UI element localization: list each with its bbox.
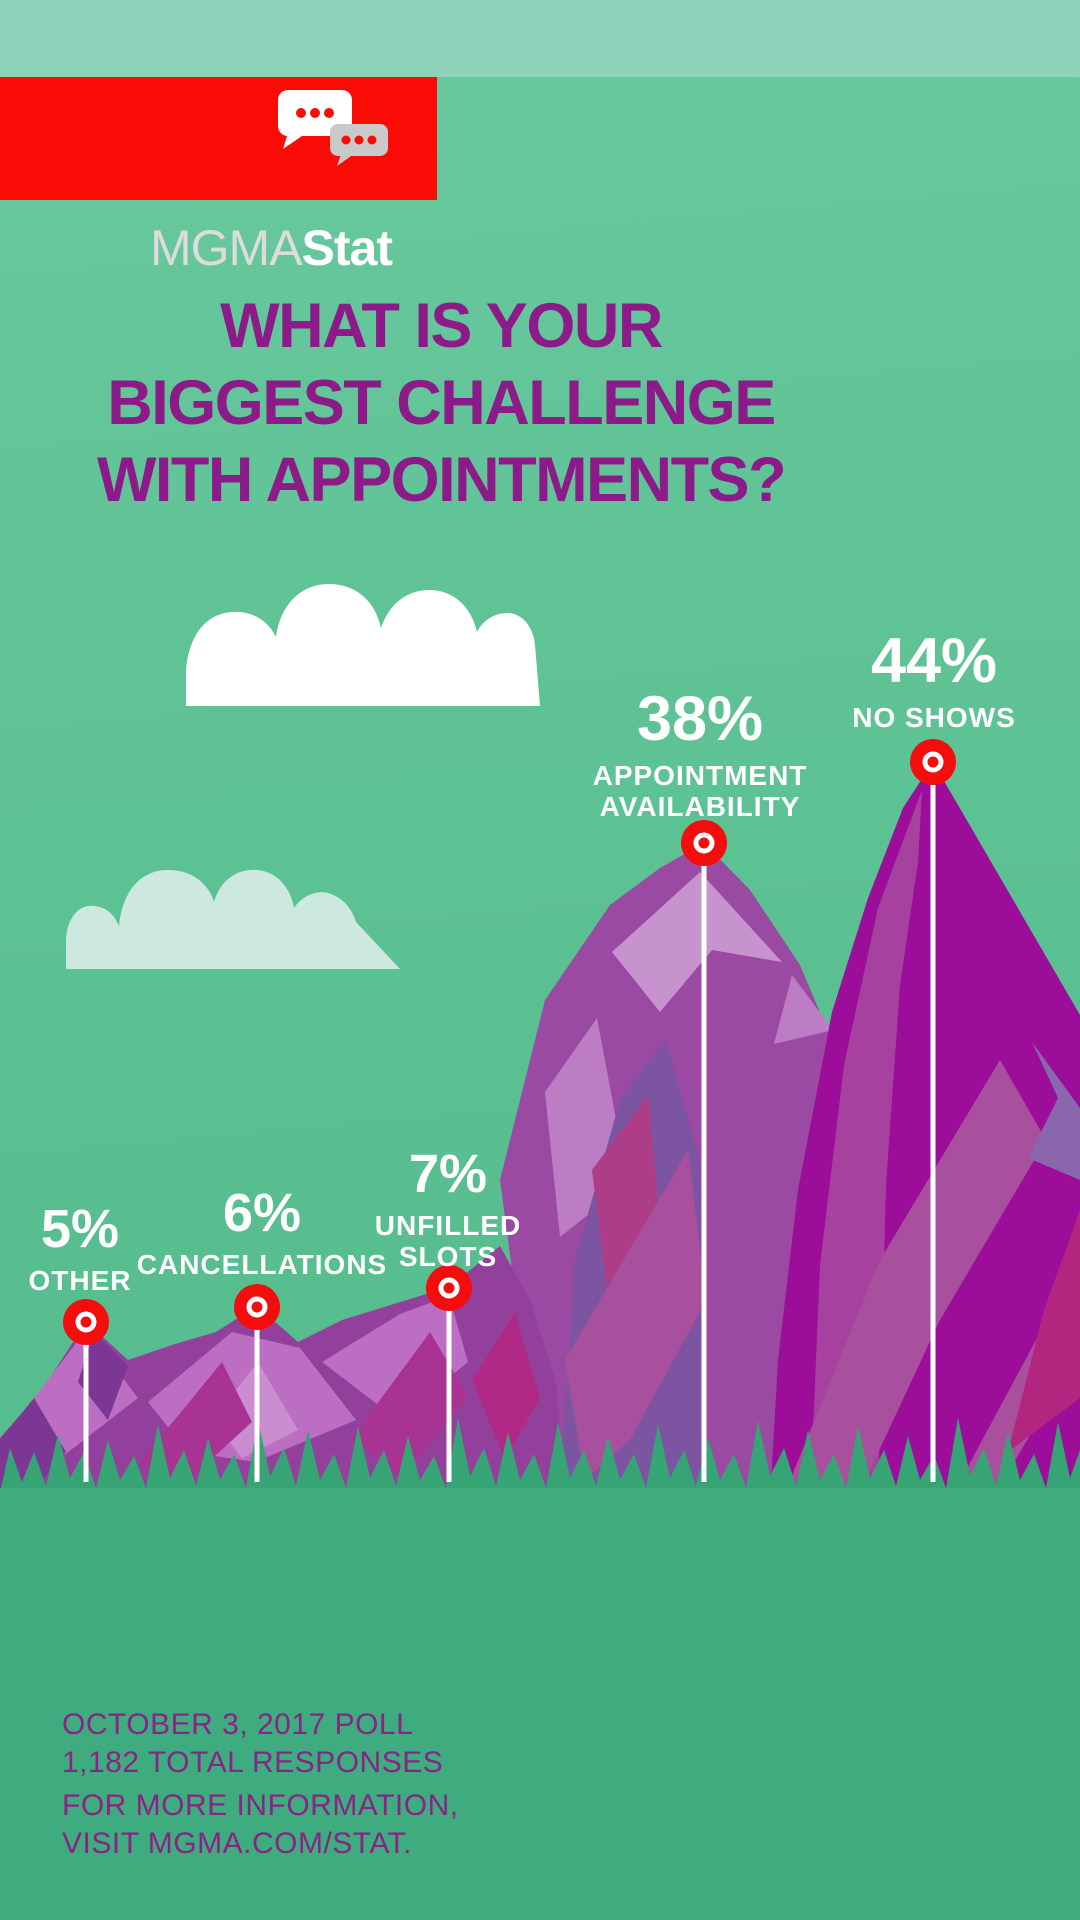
logo-mgma-stat: MGMAStat xyxy=(150,220,393,276)
map-pins xyxy=(63,739,956,1345)
poll-date: OCTOBER 3, 2017 POLL xyxy=(62,1708,414,1741)
datapoint-other: 5% OTHER xyxy=(29,1202,132,1296)
label-unfilled-slots: UNFILLED SLOTS xyxy=(374,1210,522,1272)
title-line-2: BIGGEST CHALLENGE xyxy=(107,368,776,438)
title-line-1: WHAT IS YOUR xyxy=(220,291,663,361)
value-no-shows: 44% xyxy=(870,626,998,696)
speech-bubble-small-icon xyxy=(330,124,388,166)
datapoint-no-shows: 44% NO SHOWS xyxy=(852,626,1016,734)
datapoint-unfilled-slots: 7% UNFILLED SLOTS xyxy=(375,1147,521,1272)
footer: OCTOBER 3, 2017 POLL 1,182 TOTAL RESPONS… xyxy=(62,1706,459,1863)
pin-stems xyxy=(83,762,936,1482)
grass-spikes xyxy=(0,1418,1080,1500)
pin-icon-44 xyxy=(910,739,956,785)
datapoint-cancellations: 6% CANCELLATIONS xyxy=(137,1186,387,1280)
page-title: WHAT IS YOUR BIGGEST CHALLENGE WITH APPO… xyxy=(0,288,891,519)
visit-url-line: VISIT MGMA.COM/STAT. xyxy=(62,1827,413,1860)
label-no-shows: NO SHOWS xyxy=(852,702,1016,733)
logo-mgma-text: MGMA xyxy=(150,220,303,276)
label-cancellations: CANCELLATIONS xyxy=(136,1249,388,1280)
mountain-saddle xyxy=(560,1040,706,1500)
value-unfilled-slots: 7% xyxy=(408,1144,488,1204)
title-line-3: WITH APPOINTMENTS? xyxy=(96,445,787,515)
pin-icon-6 xyxy=(234,1284,280,1330)
pin-icon-7 xyxy=(426,1265,472,1311)
more-info-line: FOR MORE INFORMATION, xyxy=(62,1789,459,1822)
top-strip xyxy=(0,0,1080,77)
cloud-icon-small xyxy=(66,869,400,969)
value-other: 5% xyxy=(40,1199,120,1259)
mountain-44 xyxy=(770,762,1080,1500)
label-appointment-availability: APPOINTMENT AVAILABILITY xyxy=(592,760,808,822)
grass-field xyxy=(0,1488,1080,1920)
speech-bubble-icon xyxy=(278,90,352,149)
value-appointment-availability: 38% xyxy=(636,684,764,754)
speech-bubbles xyxy=(278,90,388,166)
cloud-icon xyxy=(186,584,540,706)
logo-stat-text: Stat xyxy=(301,220,393,276)
label-other: OTHER xyxy=(28,1265,132,1296)
value-cancellations: 6% xyxy=(222,1183,302,1243)
datapoint-appointment-availability: 38% APPOINTMENT AVAILABILITY xyxy=(592,684,808,823)
total-responses: 1,182 TOTAL RESPONSES xyxy=(62,1746,444,1779)
pin-icon-38 xyxy=(681,820,727,866)
pin-icon-5 xyxy=(63,1299,109,1345)
logo-banner: MGMAStat xyxy=(0,77,437,273)
